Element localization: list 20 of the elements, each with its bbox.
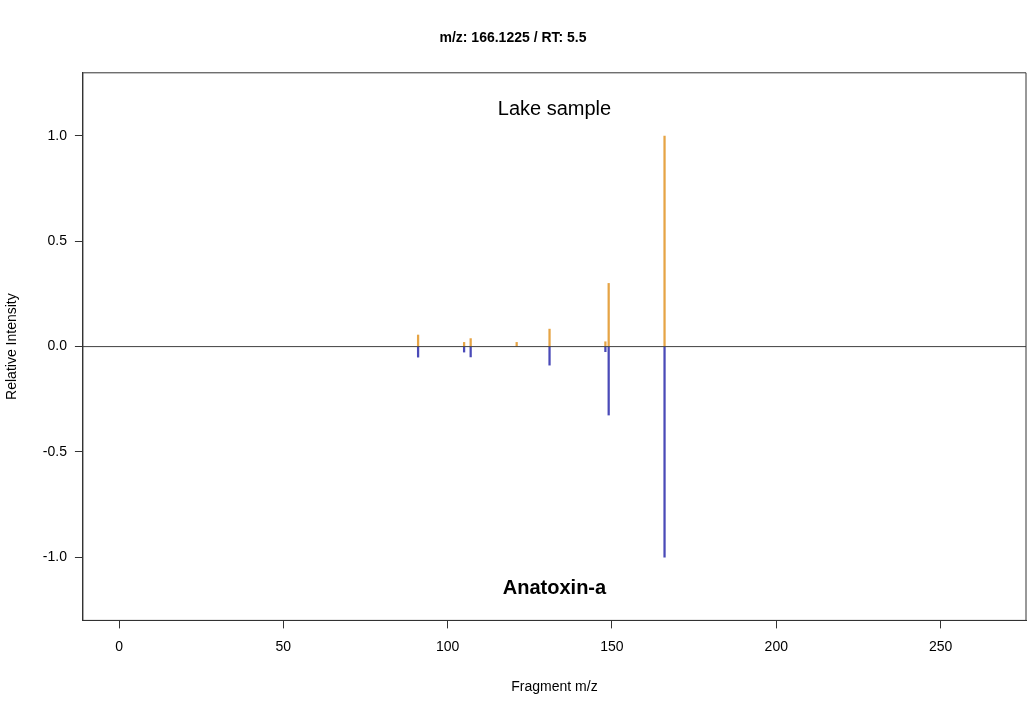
- bar: [548, 346, 551, 366]
- y-tick-label: 0.5: [47, 232, 68, 249]
- y-tick-label: 0.0: [47, 337, 68, 354]
- y-tick-label: 1.0: [47, 126, 68, 143]
- x-tick-label: 0: [115, 637, 124, 654]
- x-tick-label: 50: [275, 637, 292, 654]
- x-tick-label: 200: [764, 637, 789, 654]
- y-tick-label: -0.5: [42, 442, 68, 459]
- bar: [548, 328, 551, 347]
- chart-title: m/z: 166.1225 / RT: 5.5: [439, 29, 587, 46]
- bar: [663, 346, 666, 558]
- y-axis-title: Relative Intensity: [3, 293, 20, 400]
- x-tick-label: 150: [600, 637, 624, 654]
- y-tick-label: -1.0: [42, 548, 68, 565]
- annotation: Anatoxin-a: [502, 575, 608, 598]
- x-axis-title: Fragment m/z: [511, 678, 598, 695]
- bar: [663, 135, 666, 347]
- x-tick-label: 100: [435, 637, 460, 654]
- x-tick-label: 250: [928, 637, 953, 654]
- annotation: Lake sample: [497, 97, 612, 120]
